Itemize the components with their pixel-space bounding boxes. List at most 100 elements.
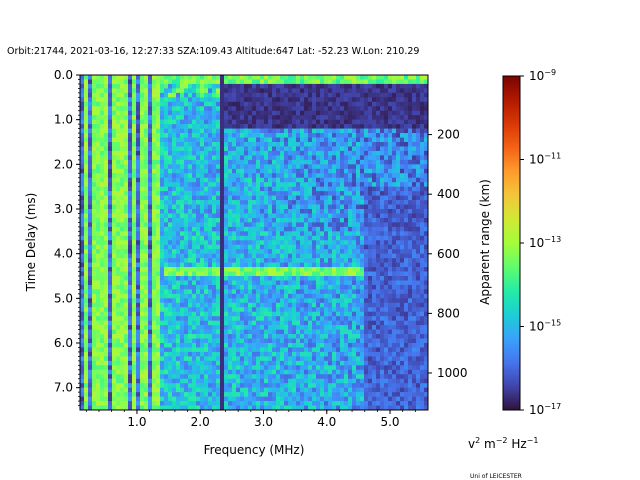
heatmap-cell — [272, 280, 277, 286]
heatmap-cell — [392, 222, 397, 228]
heatmap-cell — [284, 168, 289, 174]
heatmap-cell — [288, 311, 293, 317]
heatmap-cell — [300, 217, 305, 223]
heatmap-cell — [364, 249, 369, 254]
heatmap-cell — [120, 325, 125, 330]
heatmap-cell — [140, 231, 145, 237]
heatmap-cell — [380, 83, 385, 89]
heatmap-cell — [232, 249, 237, 254]
heatmap-cell — [264, 280, 269, 286]
heatmap-cell — [124, 284, 129, 290]
heatmap-cell — [316, 79, 321, 85]
heatmap-cell — [84, 142, 89, 147]
heatmap-cell — [404, 97, 409, 103]
heatmap-cell — [280, 262, 285, 268]
heatmap-cell — [364, 262, 369, 268]
heatmap-cell — [372, 280, 377, 286]
heatmap-cell — [204, 329, 209, 335]
heatmap-cell — [96, 249, 101, 254]
heatmap-cell — [348, 142, 353, 147]
heatmap-cell — [100, 155, 105, 161]
heatmap-cell — [196, 119, 201, 125]
heatmap-cell — [240, 128, 245, 134]
heatmap-cell — [200, 276, 205, 281]
heatmap-cell — [88, 177, 93, 183]
heatmap-cell — [140, 253, 145, 259]
heatmap-cell — [372, 258, 377, 263]
heatmap-cell — [304, 235, 309, 241]
heatmap-cell — [120, 168, 125, 174]
heatmap-cell — [160, 325, 165, 330]
heatmap-cell — [276, 200, 281, 205]
heatmap-cell — [304, 258, 309, 263]
heatmap-cell — [148, 159, 153, 165]
heatmap-cell — [160, 106, 165, 112]
heatmap-cell — [272, 209, 277, 214]
heatmap-cell — [352, 164, 357, 170]
heatmap-cell — [256, 79, 261, 85]
heatmap-cell — [424, 83, 429, 89]
heatmap-cell — [152, 280, 157, 286]
heatmap-cell — [100, 173, 105, 179]
heatmap-cell — [292, 191, 297, 196]
heatmap-cell — [292, 164, 297, 170]
heatmap-cell — [284, 173, 289, 179]
heatmap-cell — [412, 244, 417, 250]
heatmap-cell — [412, 97, 417, 103]
heatmap-cell — [116, 249, 121, 254]
heatmap-cell — [268, 155, 273, 161]
heatmap-cell — [344, 137, 349, 143]
heatmap-cell — [392, 182, 397, 187]
heatmap-cell — [384, 173, 389, 179]
heatmap-cell — [352, 262, 357, 268]
heatmap-cell — [88, 226, 93, 232]
heatmap-cell — [176, 200, 181, 205]
heatmap-cell — [256, 83, 261, 89]
heatmap-cell — [296, 320, 301, 326]
heatmap-cell — [404, 133, 409, 138]
heatmap-cell — [248, 258, 253, 263]
heatmap-cell — [232, 320, 237, 326]
heatmap-cell — [224, 267, 229, 272]
heatmap-cell — [100, 110, 105, 116]
heatmap-cell — [176, 311, 181, 317]
heatmap-cell — [152, 75, 157, 80]
heatmap-cell — [272, 182, 277, 187]
heatmap-cell — [108, 115, 113, 120]
heatmap-cell — [152, 307, 157, 313]
heatmap-cell — [164, 200, 169, 205]
heatmap-cell — [92, 142, 97, 147]
heatmap-cell — [132, 133, 137, 138]
heatmap-cell — [220, 271, 225, 277]
heatmap-cell — [148, 83, 153, 89]
heatmap-cell — [204, 79, 209, 85]
heatmap-cell — [420, 110, 425, 116]
heatmap-cell — [308, 182, 313, 187]
heatmap-cell — [256, 200, 261, 205]
heatmap-cell — [264, 110, 269, 116]
heatmap-cell — [304, 280, 309, 286]
heatmap-cell — [312, 217, 317, 223]
heatmap-cell — [296, 258, 301, 263]
heatmap-cell — [392, 79, 397, 85]
heatmap-cell — [232, 240, 237, 246]
heatmap-cell — [328, 204, 333, 210]
heatmap-cell — [248, 217, 253, 223]
heatmap-cell — [372, 311, 377, 317]
heatmap-cell — [416, 293, 421, 299]
heatmap-cell — [140, 159, 145, 165]
heatmap-cell — [128, 293, 133, 299]
heatmap-cell — [124, 159, 129, 165]
heatmap-cell — [228, 200, 233, 205]
heatmap-cell — [104, 320, 109, 326]
heatmap-cell — [208, 276, 213, 281]
heatmap-cell — [352, 271, 357, 277]
heatmap-cell — [228, 267, 233, 272]
heatmap-cell — [260, 258, 265, 263]
heatmap-cell — [264, 311, 269, 317]
heatmap-cell — [248, 209, 253, 214]
heatmap-cell — [216, 133, 221, 138]
heatmap-cell — [288, 213, 293, 219]
heatmap-cell — [332, 173, 337, 179]
heatmap-cell — [388, 92, 393, 98]
